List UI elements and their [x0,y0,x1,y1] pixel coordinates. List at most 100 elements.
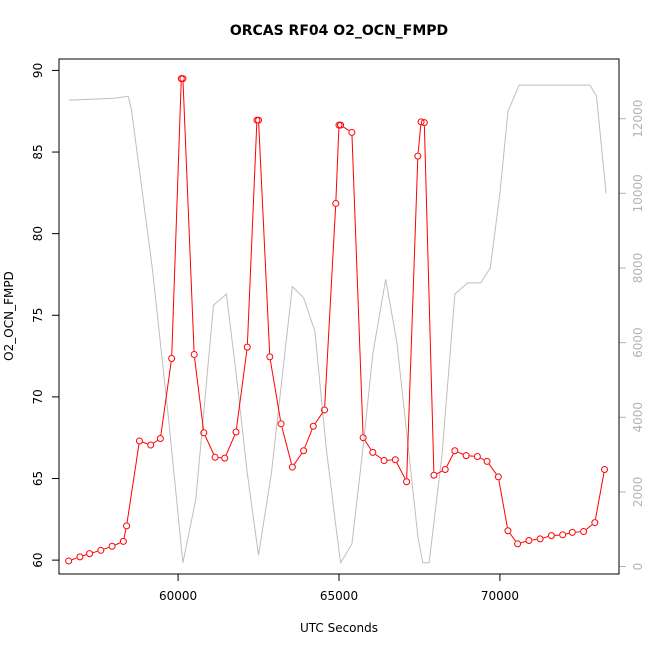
data-point [232,428,240,436]
series-segment [225,435,236,456]
series-line [68,84,607,565]
x-tick-label: 60000 [159,589,197,603]
y-tick-label: 70 [31,389,45,404]
data-point [504,527,512,535]
data-point [369,448,377,456]
data-point [420,119,428,127]
series-segment [396,462,406,479]
series-segment [423,126,435,472]
series-segment [343,126,350,131]
data-point [200,429,208,437]
data-point [211,453,219,461]
data-point [168,355,176,363]
data-point [559,531,567,539]
data-point [348,128,356,136]
y-tick-label: 90 [31,63,45,78]
series-segment [281,427,292,464]
data-point [494,473,502,481]
data-point [156,435,164,443]
series-segment [153,440,158,444]
data-point [221,454,229,462]
series-segment [83,554,87,557]
data-point [266,353,274,361]
series-segment [324,206,337,407]
series-segment [182,82,195,351]
plot-frame [58,58,620,575]
series-segment [258,123,271,354]
y2-tick-label: 12000 [631,100,645,138]
series-segment [103,546,109,550]
series-segment [543,536,549,539]
x-tick-label: 70000 [481,589,519,603]
x-tick-label: 65000 [320,589,358,603]
series-segment [480,457,485,461]
data-point [147,441,155,449]
y2-tick-label: 2000 [631,477,645,508]
gray-series [68,84,607,565]
series-segment [351,135,364,435]
series-segment [171,82,182,356]
data-point [380,457,388,465]
series-segment [565,532,570,535]
y2-tick-label: 4000 [631,402,645,433]
x-axis-label: UTC Seconds [300,621,378,635]
series-segment [304,429,313,448]
series-segment [375,454,382,459]
data-point [536,535,544,543]
data-point [601,466,609,474]
series-segment [498,480,508,528]
data-point [119,537,127,545]
y-tick-label: 80 [31,226,45,241]
series-segment [406,159,419,479]
data-point [403,478,411,486]
data-point [451,447,459,455]
y2-tick-label: 6000 [631,327,645,358]
series-segment [204,435,215,455]
data-point [321,406,329,414]
data-point [414,152,422,160]
series-segment [446,453,454,467]
series-segment [293,453,303,465]
y-tick-label: 65 [31,471,45,486]
series-segment [457,451,464,455]
series-segment [532,538,537,541]
series-segment [436,470,443,475]
data-point [359,434,367,442]
y-tick-label: 60 [31,552,45,567]
data-point [580,528,588,536]
data-point [525,537,533,545]
series-segment [586,524,593,530]
series-segment [520,541,526,544]
data-point [591,519,599,527]
data-point [483,457,491,465]
data-point [547,532,555,540]
series-segment [335,128,340,200]
series-segment [123,529,127,539]
data-point [86,550,94,558]
data-point [135,437,143,445]
y2-tick-label: 0 [631,563,645,571]
data-point [337,121,345,129]
series-segment [594,472,605,520]
series-segment [509,533,516,542]
data-point [309,422,317,430]
data-point [65,557,73,565]
data-point [430,471,438,479]
series-segment [417,125,422,153]
data-point [300,447,308,455]
series-segment [246,123,258,344]
data-point [190,350,198,358]
series-segment [194,357,204,430]
series-segment [142,441,148,445]
series-segment [269,360,281,421]
series-segment [364,440,372,450]
series-segment [160,361,172,436]
data-point [391,456,399,464]
series-segment [488,463,497,475]
y-axis-label: O2_OCN_FMPD [2,271,16,361]
data-point [179,75,187,83]
y2-tick-label: 10000 [631,174,645,212]
series-segment [92,550,98,554]
data-point [332,199,340,207]
y-tick-label: 85 [31,144,45,159]
